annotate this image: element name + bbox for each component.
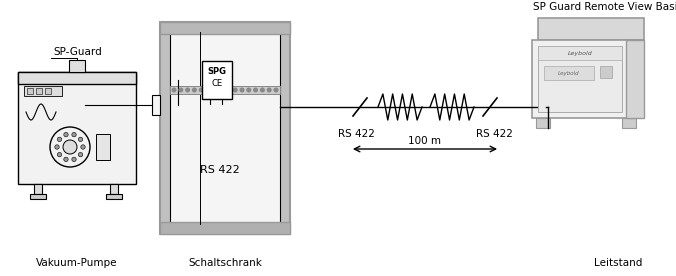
Circle shape <box>206 88 210 92</box>
Circle shape <box>268 88 271 92</box>
Text: CE: CE <box>212 78 222 87</box>
Circle shape <box>78 152 82 157</box>
Text: RS 422: RS 422 <box>475 129 512 139</box>
Circle shape <box>55 145 59 149</box>
Bar <box>27 88 33 94</box>
Bar <box>538 46 622 60</box>
Text: Schaltschrank: Schaltschrank <box>188 258 262 268</box>
Text: Leitstand: Leitstand <box>594 258 642 268</box>
Circle shape <box>247 88 251 92</box>
Bar <box>160 22 290 234</box>
Circle shape <box>172 88 176 92</box>
Circle shape <box>57 137 62 142</box>
Text: SP-Guard: SP-Guard <box>53 47 102 57</box>
Bar <box>18 72 136 184</box>
Bar <box>152 95 160 115</box>
Text: Vakuum-Pumpe: Vakuum-Pumpe <box>37 258 118 268</box>
Bar <box>34 184 42 194</box>
Bar <box>626 40 644 118</box>
Text: Leybold: Leybold <box>558 70 580 76</box>
Bar <box>536 118 550 128</box>
Bar <box>69 60 85 72</box>
Circle shape <box>254 88 258 92</box>
Bar <box>160 22 290 34</box>
Bar <box>532 40 644 118</box>
Circle shape <box>226 88 231 92</box>
Text: Leybold: Leybold <box>568 51 592 55</box>
Circle shape <box>240 88 244 92</box>
Circle shape <box>78 137 82 142</box>
Text: 100 m: 100 m <box>408 136 441 146</box>
Circle shape <box>193 88 196 92</box>
Circle shape <box>261 88 264 92</box>
Bar <box>544 66 594 80</box>
Text: RS 422: RS 422 <box>337 129 375 139</box>
Circle shape <box>72 132 76 137</box>
Bar <box>600 66 612 78</box>
Bar <box>170 86 280 94</box>
Circle shape <box>233 88 237 92</box>
Circle shape <box>64 132 68 137</box>
Bar <box>24 86 62 96</box>
Circle shape <box>81 145 85 149</box>
Bar <box>18 72 136 84</box>
Bar <box>36 88 42 94</box>
Circle shape <box>274 88 278 92</box>
Bar <box>106 194 122 199</box>
Circle shape <box>63 140 77 154</box>
Circle shape <box>220 88 223 92</box>
Circle shape <box>57 152 62 157</box>
Bar <box>110 184 118 194</box>
Bar <box>170 32 280 224</box>
Circle shape <box>213 88 216 92</box>
Circle shape <box>64 157 68 161</box>
Circle shape <box>72 157 76 161</box>
Bar <box>30 194 46 199</box>
Text: SP Guard Remote View Basic: SP Guard Remote View Basic <box>533 2 676 12</box>
Bar <box>45 88 51 94</box>
Bar <box>96 134 110 160</box>
Bar <box>622 118 636 128</box>
Bar <box>202 61 232 99</box>
Circle shape <box>179 88 183 92</box>
Bar <box>538 18 644 40</box>
Bar <box>160 222 290 234</box>
Bar <box>538 46 622 112</box>
Text: RS 422: RS 422 <box>200 165 240 175</box>
Circle shape <box>199 88 203 92</box>
Circle shape <box>186 88 189 92</box>
Text: SPG: SPG <box>208 67 226 76</box>
